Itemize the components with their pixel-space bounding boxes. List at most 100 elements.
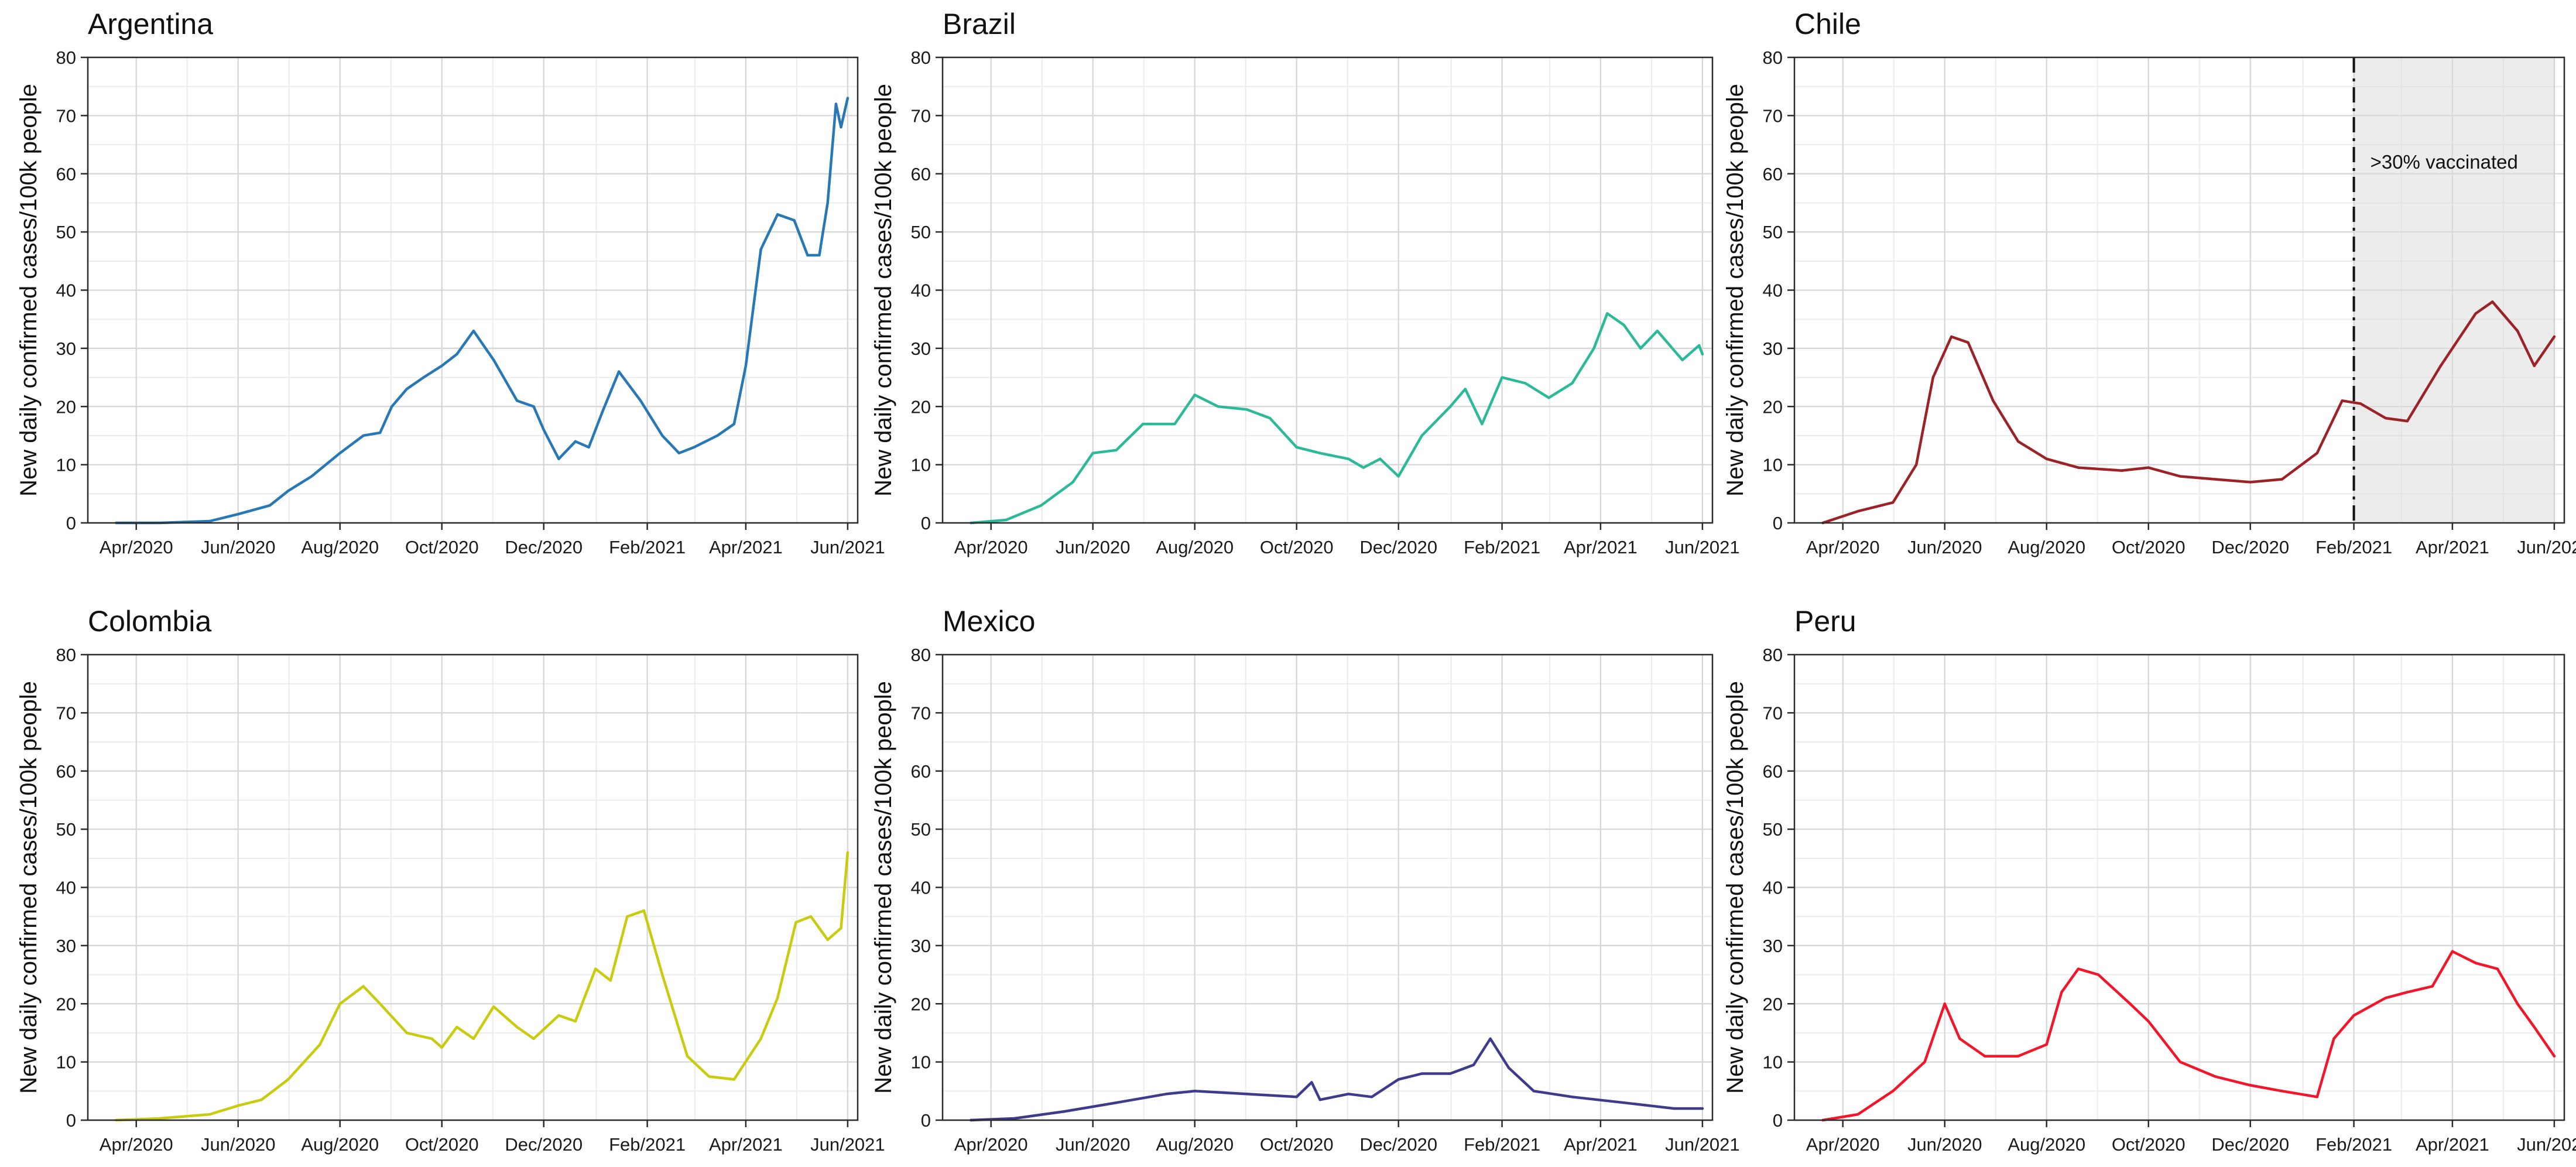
data-point <box>2214 1075 2217 1078</box>
y-tick-label: 30 <box>56 936 76 956</box>
data-point <box>2341 399 2344 402</box>
data-point <box>1571 1096 1574 1098</box>
data-point <box>287 1078 290 1081</box>
y-tick-label: 20 <box>911 396 931 417</box>
data-point <box>362 434 365 437</box>
data-point <box>1448 1072 1452 1075</box>
data-point <box>1622 323 1626 327</box>
data-point <box>1931 376 1934 379</box>
data-point <box>686 1055 689 1058</box>
panel-title: Argentina <box>88 8 213 40</box>
data-point <box>840 126 842 129</box>
data-point <box>1370 1096 1373 1098</box>
x-tick-label: Jun/2021 <box>810 537 885 557</box>
chart-panel-peru: 0 10 20 30 40 50 60 70 80 Apr/2020 Jun/2020 Aug/202… <box>1722 605 2576 1155</box>
data-point <box>2384 997 2387 1000</box>
series-line-chile <box>1821 300 2556 525</box>
y-axis-title: New daily confirmed cases/100k people <box>871 84 896 497</box>
data-point <box>208 519 211 523</box>
y-tick-label: 60 <box>1763 761 1783 782</box>
data-point <box>793 219 796 222</box>
x-tick-label: Apr/2021 <box>2416 1134 2489 1155</box>
y-tick-label: 30 <box>1763 936 1783 956</box>
y-tick-label: 70 <box>1763 105 1783 126</box>
y-tick-label: 50 <box>1763 819 1783 840</box>
chart-panel-chile: >30% vaccinated 0 10 20 30 40 50 60 70 80 Apr/2020… <box>1722 8 2576 557</box>
data-point <box>378 431 382 434</box>
data-point <box>1481 422 1484 426</box>
x-tick-label: Apr/2020 <box>954 1134 1028 1155</box>
data-point <box>2147 1019 2150 1023</box>
data-point <box>1063 1110 1066 1113</box>
y-tick-label: 70 <box>1763 703 1783 723</box>
data-point <box>338 1002 341 1005</box>
data-point <box>1656 329 1659 333</box>
chart-panel-argentina: 0 10 20 30 40 50 60 70 80 Apr/2020 Jun/2020 Aug/202… <box>16 8 885 557</box>
data-point <box>2553 335 2556 338</box>
data-point <box>661 434 664 437</box>
x-tick-label: Feb/2021 <box>1464 1134 1540 1155</box>
data-point <box>1524 382 1527 385</box>
data-point <box>492 358 495 361</box>
data-point <box>440 364 443 367</box>
data-point <box>1571 382 1574 385</box>
data-point <box>405 388 409 391</box>
series-line-peru <box>1821 950 2556 1122</box>
data-point <box>834 102 838 105</box>
y-tick-label: 40 <box>56 280 76 301</box>
data-point <box>1489 1037 1492 1041</box>
x-tick-label: Dec/2020 <box>1359 537 1437 557</box>
data-point <box>642 909 646 912</box>
data-point <box>1420 1072 1423 1075</box>
x-tick-label: Dec/2020 <box>505 1134 583 1155</box>
y-tick-label: 70 <box>56 703 76 723</box>
data-point <box>472 1037 475 1041</box>
data-point <box>1005 518 1008 522</box>
data-point <box>1347 457 1350 460</box>
y-axis-title: New daily confirmed cases/100k people <box>1722 84 1748 497</box>
x-tick-label: Jun/2021 <box>2517 537 2576 557</box>
data-point <box>776 213 779 216</box>
data-point <box>2249 481 2252 484</box>
x-tick-label: Apr/2020 <box>100 537 173 557</box>
y-tick-label: 30 <box>1763 338 1783 359</box>
y-tick-label: 80 <box>911 47 931 68</box>
y-tick-label: 60 <box>56 761 76 782</box>
y-tick-label: 50 <box>56 819 76 840</box>
data-point <box>1622 1101 1626 1104</box>
data-point <box>1983 1055 1986 1058</box>
y-tick-label: 10 <box>1763 1052 1783 1073</box>
x-tick-label: Apr/2021 <box>2416 537 2489 557</box>
data-point <box>826 201 829 204</box>
x-tick-label: Feb/2021 <box>2315 537 2392 557</box>
y-tick-label: 20 <box>1763 396 1783 417</box>
x-tick-label: Jun/2020 <box>1907 537 1982 557</box>
data-point <box>1472 1063 1475 1066</box>
data-point <box>318 1043 321 1046</box>
data-point <box>846 97 849 100</box>
data-point <box>2384 416 2387 420</box>
data-point <box>1295 446 1298 449</box>
data-point <box>2474 961 2478 964</box>
x-tick-label: Feb/2021 <box>2315 1134 2392 1155</box>
series-line-brazil <box>970 312 1704 525</box>
y-tick-label: 10 <box>1763 455 1783 475</box>
data-point <box>1245 1093 1248 1096</box>
data-point <box>2178 1060 2182 1063</box>
y-tick-label: 40 <box>911 280 931 301</box>
x-tick-label: Jun/2020 <box>1056 1134 1131 1155</box>
y-tick-label: 0 <box>921 1110 931 1131</box>
x-tick-label: Apr/2021 <box>709 537 783 557</box>
data-point <box>1217 405 1220 408</box>
x-tick-label: Feb/2021 <box>609 1134 686 1155</box>
vaccination-shaded-region <box>2353 57 2555 523</box>
x-tick-label: Aug/2020 <box>301 1134 379 1155</box>
data-point <box>1142 422 1145 426</box>
data-point <box>2359 402 2362 405</box>
data-point <box>846 851 849 854</box>
x-tick-label: Apr/2020 <box>1806 537 1880 557</box>
y-tick-label: 10 <box>56 455 76 475</box>
data-point <box>1013 1117 1016 1120</box>
panel-title: Colombia <box>88 605 211 638</box>
data-point <box>2315 1096 2319 1098</box>
